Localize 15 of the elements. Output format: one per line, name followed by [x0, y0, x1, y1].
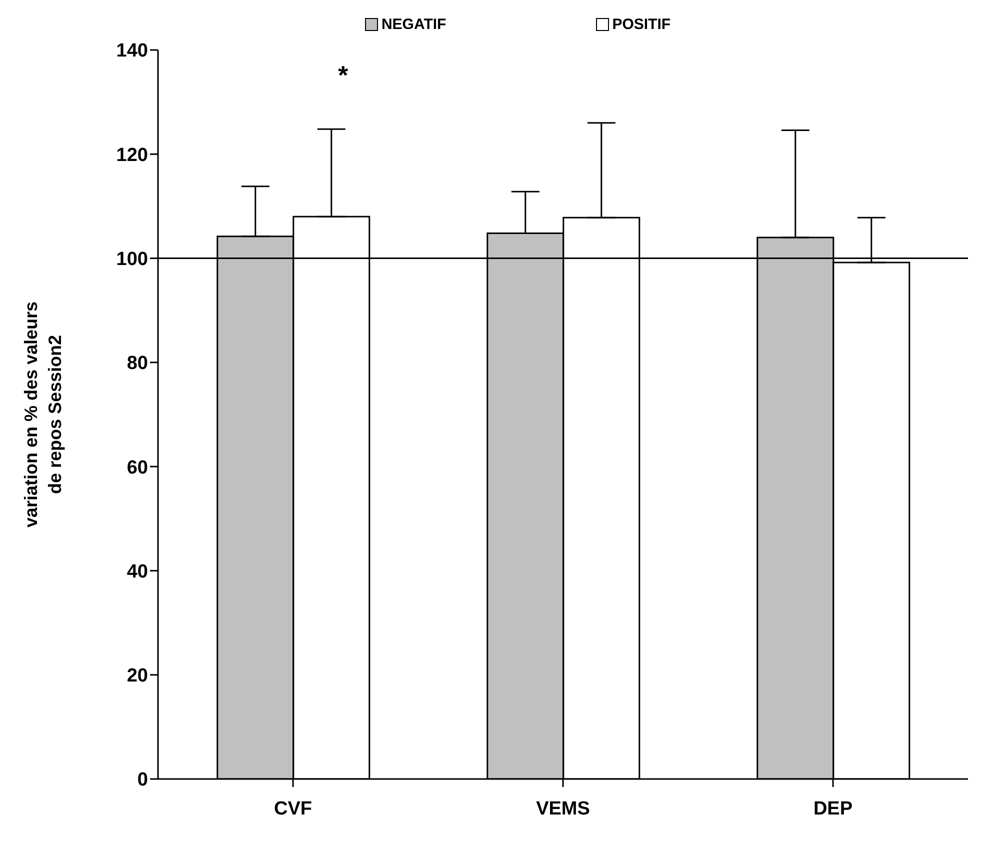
- x-tick-label: CVF: [274, 798, 312, 820]
- y-tick-label: 20: [126, 666, 148, 687]
- y-tick-label: 100: [116, 249, 148, 270]
- annotation: *: [338, 60, 348, 91]
- x-tick-label: DEP: [813, 798, 853, 820]
- y-tick-label: 80: [126, 353, 148, 374]
- y-tick-label: 120: [116, 144, 148, 166]
- y-tick-label: 40: [126, 561, 148, 582]
- y-tick-label: 0: [137, 770, 148, 791]
- legend-label: NEGATIF: [380, 16, 446, 33]
- legend-label: POSITIF: [611, 16, 671, 33]
- y-tick-label: 140: [116, 40, 148, 62]
- x-tick-label: VEMS: [536, 798, 590, 820]
- y-axis-title: variation en % des valeurs de repos Session2: [21, 301, 65, 528]
- y-tick-label: 60: [126, 457, 148, 478]
